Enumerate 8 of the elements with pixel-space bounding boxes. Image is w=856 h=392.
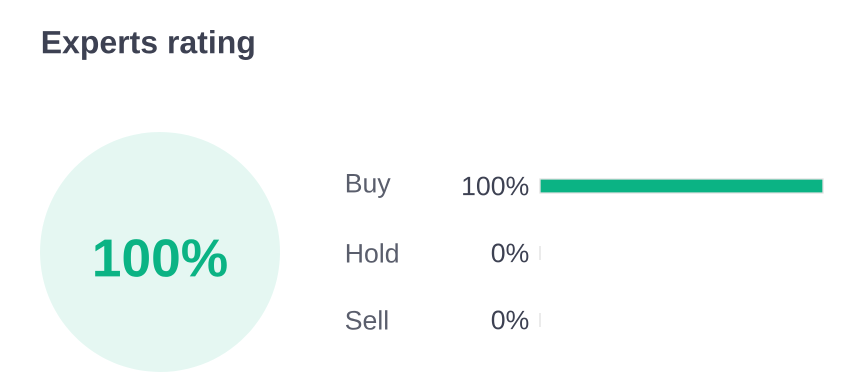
y-tick-label: Hold [346, 243, 398, 263]
y-tick-label: Buy [346, 174, 391, 198]
y-tick-label: Sell [346, 310, 388, 330]
text: 100% [95, 239, 227, 277]
data-label: 0% [492, 310, 528, 330]
data-label: 100% [463, 176, 528, 196]
text: Experts rating [42, 30, 254, 60]
data-label: 0% [492, 244, 528, 262]
